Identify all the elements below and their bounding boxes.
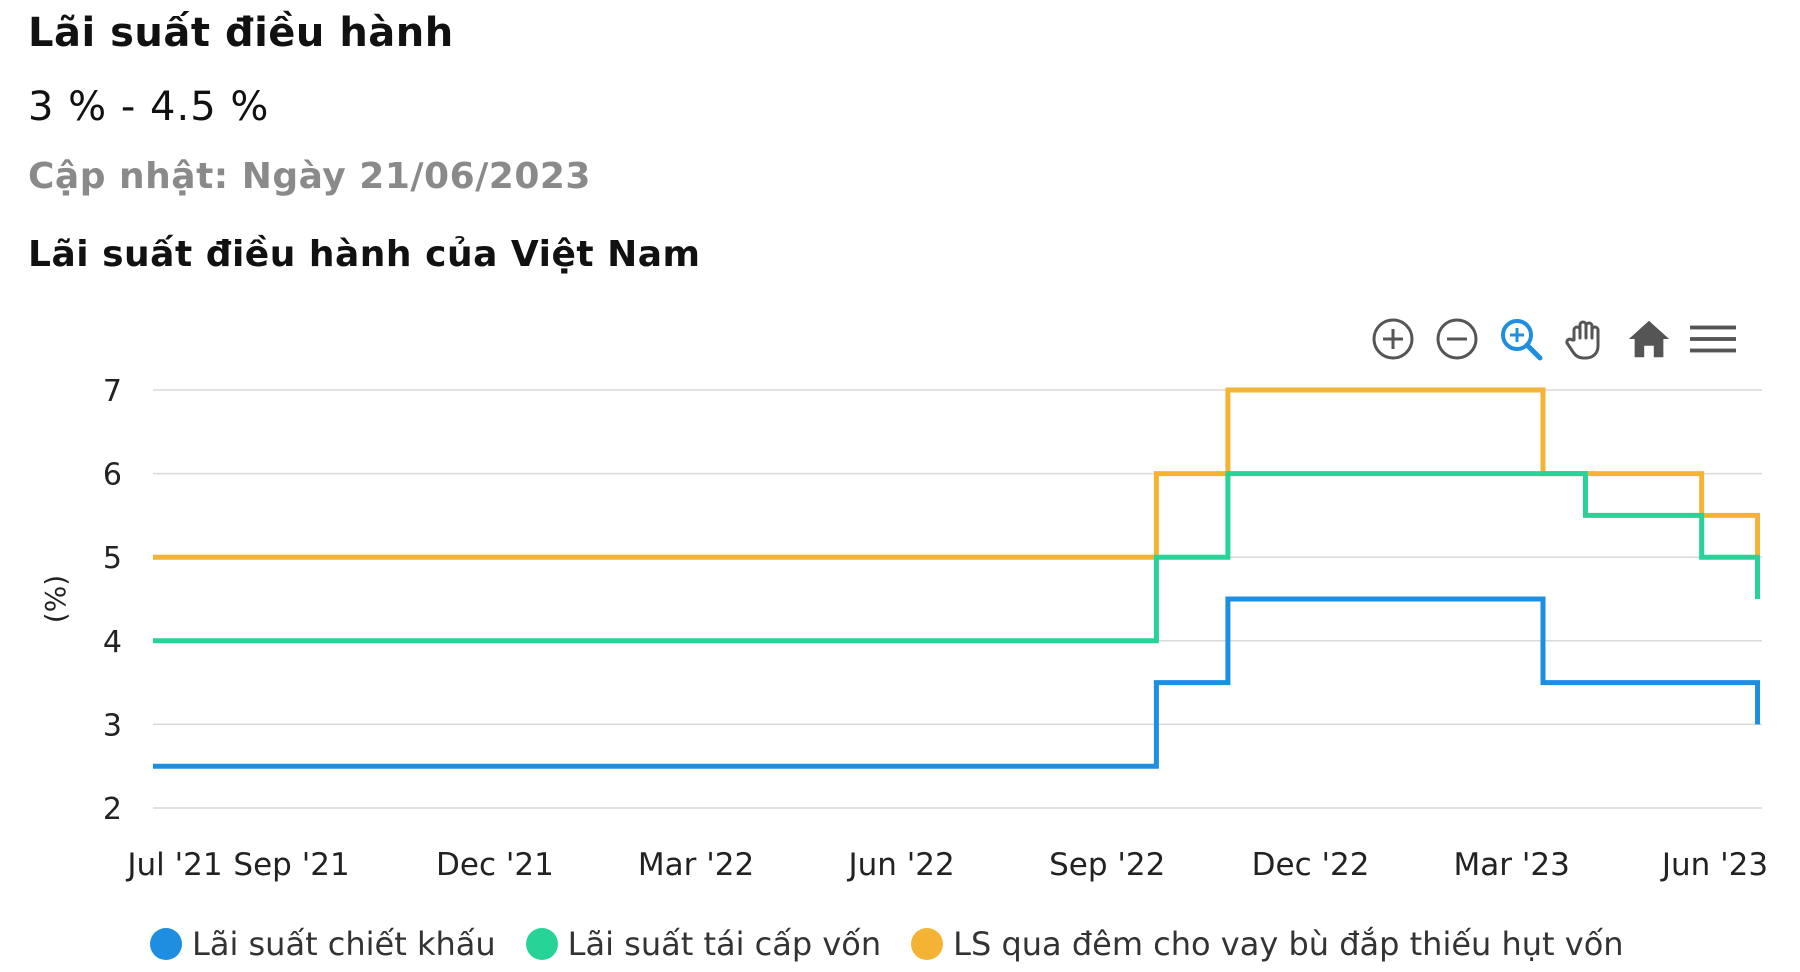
- y-tick-label: 3: [103, 708, 122, 743]
- chart-legend: Lãi suất chiết khấu Lãi suất tái cấp vốn…: [150, 925, 1624, 963]
- x-tick-label: Mar '23: [1454, 847, 1570, 883]
- legend-label: Lãi suất chiết khấu: [192, 925, 496, 963]
- zoom-out-button[interactable]: [1434, 316, 1480, 362]
- chart-menu-button[interactable]: [1690, 316, 1736, 362]
- zoom-in-button[interactable]: [1370, 316, 1416, 362]
- legend-item-discount[interactable]: Lãi suất chiết khấu: [150, 925, 496, 963]
- y-tick-label: 6: [103, 458, 122, 493]
- y-tick-label: 2: [103, 792, 122, 827]
- legend-item-refinancing[interactable]: Lãi suất tái cấp vốn: [525, 925, 882, 963]
- selection-zoom-button[interactable]: [1498, 316, 1544, 362]
- legend-marker: [525, 928, 558, 960]
- tick-layer: 2 3 4 5 6 7 (%) Jul '21 Sep '21 Dec '21 Mar '22 Jun…: [39, 374, 1768, 883]
- x-tick-label: Jul '21: [125, 847, 222, 883]
- updated-date: Cập nhật: Ngày 21/06/2023: [28, 156, 591, 197]
- magnifier-icon: [1501, 319, 1543, 361]
- page-title: Lãi suất điều hành: [28, 10, 454, 56]
- x-tick-label: Jun '23: [1660, 847, 1768, 883]
- home-icon: [1628, 320, 1670, 358]
- hamburger-menu-icon: [1690, 325, 1736, 353]
- legend-marker: [911, 928, 944, 960]
- legend-item-overnight[interactable]: LS qua đêm cho vay bù đắp thiếu hụt vốn: [911, 925, 1624, 963]
- legend-label: Lãi suất tái cấp vốn: [567, 925, 882, 963]
- x-tick-label: Sep '22: [1049, 847, 1165, 883]
- series-line-1[interactable]: [153, 471, 1761, 644]
- legend-marker: [150, 928, 182, 960]
- x-tick-label: Mar '22: [638, 847, 754, 883]
- chart-toolbar: [1370, 316, 1736, 362]
- plus-circle-icon: [1372, 318, 1414, 360]
- hand-icon: [1565, 320, 1600, 360]
- series-line-0[interactable]: [153, 596, 1761, 769]
- x-tick-label: Jun '22: [846, 847, 954, 883]
- legend-label: LS qua đêm cho vay bù đắp thiếu hụt vốn: [953, 925, 1624, 963]
- chart-title: Lãi suất điều hành của Việt Nam: [28, 234, 701, 275]
- rate-range: 3 % - 4.5 %: [28, 84, 270, 130]
- series-line-2[interactable]: [153, 387, 1761, 560]
- pan-button[interactable]: [1562, 316, 1608, 362]
- x-tick-label: Dec '22: [1252, 847, 1370, 883]
- y-tick-label: 7: [103, 374, 122, 409]
- rate-chart: 2 3 4 5 6 7 (%) Jul '21 Sep '21 Dec '21 Mar '22 Jun…: [39, 374, 1768, 883]
- y-tick-label: 5: [103, 541, 122, 576]
- reset-zoom-button[interactable]: [1626, 316, 1672, 362]
- x-tick-label: Sep '21: [233, 847, 349, 883]
- minus-circle-icon: [1436, 318, 1478, 360]
- x-tick-label: Dec '21: [436, 847, 554, 883]
- y-axis-label: (%): [39, 575, 72, 623]
- y-tick-label: 4: [103, 625, 122, 660]
- series-layer: [153, 387, 1761, 769]
- grid-layer: [153, 389, 1762, 809]
